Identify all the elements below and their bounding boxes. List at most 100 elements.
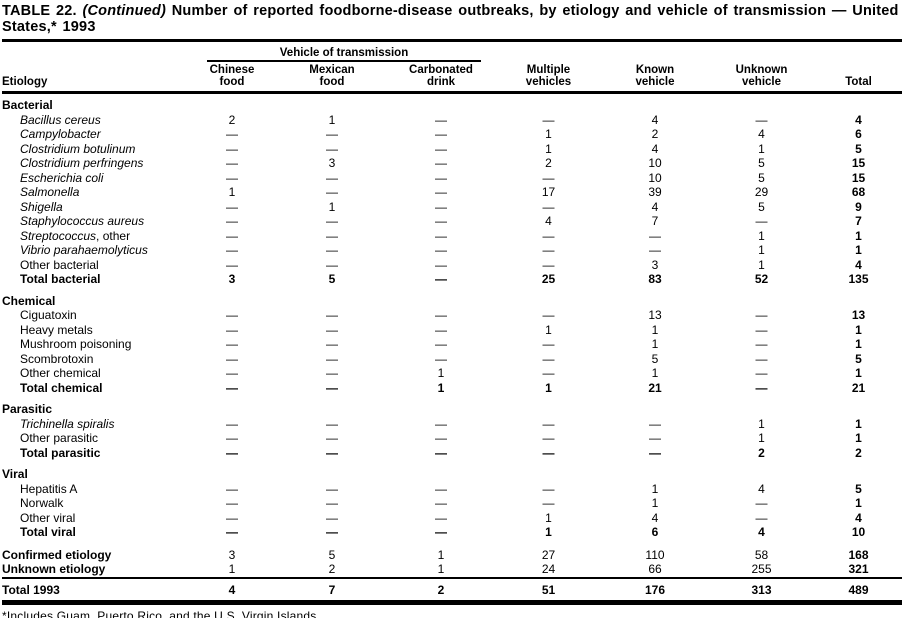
etiology-name: Other parasitic	[20, 431, 99, 445]
value-cell: —	[542, 481, 555, 496]
value-cell: —	[326, 496, 338, 510]
value-cell: —	[755, 366, 768, 380]
value-cell: —	[226, 170, 238, 185]
value-cell: —	[226, 510, 238, 525]
value-cell: 15	[851, 170, 866, 185]
value-cell: —	[435, 496, 447, 510]
value-cell: 10	[648, 156, 662, 170]
value-cell: 1	[545, 322, 552, 337]
value-cell: 1	[855, 416, 862, 431]
table-row: Staphylococcus aureus — — — 4 7 — 7	[2, 214, 902, 229]
table-row: Total 1993 4 7 2 51 176 313 489	[2, 576, 902, 598]
etiology-name: Shigella	[20, 199, 63, 214]
section-header-row: Viral	[2, 460, 902, 482]
value-cell: —	[542, 257, 555, 272]
table-number: TABLE 22.	[2, 3, 83, 19]
value-cell: —	[435, 257, 447, 272]
value-cell: 58	[754, 547, 769, 562]
value-cell: —	[435, 199, 447, 214]
value-cell: 135	[848, 272, 869, 286]
value-cell: 3	[228, 272, 236, 286]
value-cell: —	[542, 366, 555, 380]
value-cell: —	[542, 351, 555, 366]
value-cell: 313	[708, 576, 815, 598]
etiology-name: Staphylococcus aureus	[20, 214, 145, 228]
row-label: Ciguatoxin	[2, 308, 187, 323]
section-title: Viral	[2, 467, 28, 481]
value-cell: 4	[651, 510, 659, 525]
value-cell: —	[226, 431, 238, 445]
value-cell: —	[542, 337, 555, 351]
value-cell: 489	[815, 576, 902, 598]
value-cell: —	[226, 351, 238, 366]
etiology-name: Total bacterial	[20, 272, 101, 286]
value-cell: —	[226, 496, 238, 510]
value-cell: —	[755, 380, 768, 395]
table-title: TABLE 22. (Continued) Number of reported…	[2, 3, 902, 35]
value-cell: 3	[328, 156, 336, 170]
etiology-name: Clostridium perfringens	[20, 156, 144, 170]
section-header-row: Bacterial	[2, 93, 902, 113]
row-label: Salmonella	[2, 185, 187, 200]
value-cell: 1	[758, 228, 765, 243]
etiology-name: Streptococcus	[20, 228, 97, 243]
value-cell: 4	[758, 525, 765, 539]
value-cell: 1	[651, 481, 659, 496]
row-label: Confirmed etiology	[2, 540, 187, 563]
value-cell: 2	[758, 445, 765, 460]
value-cell: —	[435, 416, 447, 431]
row-label: Other chemical	[2, 366, 187, 381]
value-cell: 1	[855, 243, 862, 257]
table-row: Other viral — — — 1 4 — 4	[2, 511, 902, 526]
etiology-name-suffix: , other	[96, 228, 131, 243]
value-cell: —	[435, 228, 447, 243]
value-cell: —	[755, 214, 768, 228]
value-cell: 1	[855, 366, 862, 380]
value-cell: —	[226, 127, 238, 141]
value-cell: 21	[648, 380, 662, 395]
value-cell: 1	[855, 431, 862, 445]
value-cell: 1	[437, 562, 445, 576]
value-cell: —	[542, 170, 555, 185]
value-cell: —	[542, 243, 555, 257]
table-row: Other bacterial — — — — 3 1 4	[2, 258, 902, 273]
value-cell: —	[435, 112, 447, 127]
row-label: Hepatitis A	[2, 482, 187, 497]
table-row: Streptococcus, other — — — — — 1 1	[2, 229, 902, 244]
value-cell: —	[326, 214, 338, 228]
etiology-name: Clostridium botulinum	[20, 141, 136, 156]
table-row: Total viral — — — 1 6 4 10	[2, 525, 902, 540]
value-cell: —	[435, 351, 447, 366]
section-header-row: Parasitic	[2, 395, 902, 417]
value-cell: 2	[387, 576, 495, 598]
etiology-name: Salmonella	[20, 185, 80, 199]
row-label: Mushroom poisoning	[2, 337, 187, 352]
value-cell: —	[226, 199, 238, 214]
value-cell: 5	[855, 141, 862, 156]
value-cell: —	[326, 366, 338, 380]
bottom-rule	[2, 600, 902, 605]
vehicle-of-transmission-label: Vehicle of transmission	[207, 47, 481, 62]
table-row: Norwalk — — — — 1 — 1	[2, 496, 902, 511]
etiology-name: Total 1993	[2, 582, 60, 597]
value-cell: 2	[328, 562, 336, 576]
etiology-name: Norwalk	[20, 496, 64, 510]
value-cell: —	[326, 416, 338, 431]
vehicle-of-transmission-group: Vehicle of transmission	[187, 42, 495, 62]
value-cell: —	[755, 496, 768, 510]
value-cell: 21	[851, 380, 866, 395]
value-cell: 4	[758, 481, 765, 496]
table-row: Total bacterial 3 5 — 25 83 52 135	[2, 272, 902, 287]
table-row: Total parasitic — — — — — 2 2	[2, 446, 902, 461]
etiology-name: Campylobacter	[20, 127, 101, 141]
row-label: Other bacterial	[2, 258, 187, 273]
value-cell: —	[326, 337, 338, 351]
value-cell: 1	[437, 380, 445, 395]
value-cell: 39	[648, 185, 662, 199]
value-cell: —	[435, 308, 447, 322]
row-label: Heavy metals	[2, 323, 187, 338]
value-cell: 9	[855, 199, 862, 214]
table-row: Mushroom poisoning — — — — 1 — 1	[2, 337, 902, 352]
row-label: Escherichia coli	[2, 171, 187, 186]
